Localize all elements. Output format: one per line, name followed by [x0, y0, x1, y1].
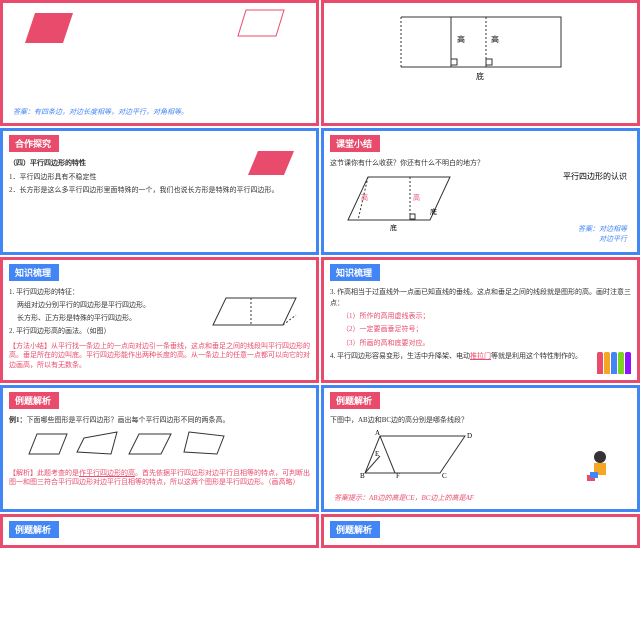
svg-text:底: 底 — [390, 223, 397, 232]
svg-text:F: F — [396, 472, 400, 480]
student-graphic — [582, 447, 617, 484]
slide-8: 例题解析 下图中，AB边和BC边的高分别是哪条线段？ A D B C E F 答… — [321, 385, 640, 511]
svg-text:E: E — [375, 450, 379, 458]
svg-text:B: B — [360, 472, 365, 480]
question: 这节课你有什么收获？你还有什么不明白的地方？ — [330, 158, 631, 169]
svg-text:D: D — [467, 432, 472, 440]
parallelogram-icon — [248, 151, 294, 175]
header: 合作探究 — [9, 135, 59, 152]
header: 例题解析 — [330, 521, 380, 538]
svg-text:高: 高 — [413, 193, 420, 202]
svg-text:C: C — [442, 472, 447, 480]
svg-text:高: 高 — [457, 34, 465, 44]
svg-text:高: 高 — [361, 193, 368, 202]
answer: 答案提示：AB边的高是CE，BC边上的高是AF — [334, 493, 474, 503]
header: 例题解析 — [9, 521, 59, 538]
caption: 平行四边形的认识 — [563, 171, 627, 182]
slide-5: 知识梳理 1. 平行四边形的特征： 两组对边分别平行的四边形是平行四边形。 长方… — [0, 257, 319, 383]
slide-7: 例题解析 例1：下面哪些图形是平行四边形？画出每个平行四边形不同的两条高。 【解… — [0, 385, 319, 511]
svg-text:底: 底 — [430, 207, 437, 216]
answer-text: 答案：有四条边，对边长度相等，对边平行，对角相等。 — [13, 107, 188, 117]
slide-3: 合作探究 （四）平行四边形的特性 1．平行四边形具有不稳定性 2．长方形是这么多… — [0, 128, 319, 254]
hint: 【方法小结】从平行找一条边上的一点向对边引一条垂线，这点和垂足之间的线段叫平行四… — [9, 342, 310, 371]
parallelogram-icon — [25, 13, 73, 43]
slide-4: 课堂小结 这节课你有什么收获？你还有什么不明白的地方？ 高 高 底 底 平行四边… — [321, 128, 640, 254]
slide-6: 知识梳理 3. 作高相当于过直线外一点画已知直线的垂线。这点和垂足之间的线段就是… — [321, 257, 640, 383]
header: 知识梳理 — [9, 264, 59, 281]
svg-text:A: A — [375, 429, 380, 437]
header: 知识梳理 — [330, 264, 380, 281]
slide-1: 答案：有四条边，对边长度相等，对边平行，对角相等。 — [0, 0, 319, 126]
svg-text:底: 底 — [476, 71, 484, 81]
point-2: 2．长方形是这么多平行四边形里面特殊的一个，我们也说长方形是特殊的平行四边形。 — [9, 185, 310, 196]
svg-text:高: 高 — [491, 34, 499, 44]
slide-2: 高 高 底 — [321, 0, 640, 126]
header: 例题解析 — [9, 392, 59, 409]
pencils-graphic — [597, 352, 631, 374]
header: 例题解析 — [330, 392, 380, 409]
slide-10: 例题解析 — [321, 514, 640, 548]
parallelogram-outline — [238, 10, 284, 36]
slide-9: 例题解析 — [0, 514, 319, 548]
header: 课堂小结 — [330, 135, 380, 152]
answer: 答案：对边相等 对边平行 — [578, 224, 627, 244]
